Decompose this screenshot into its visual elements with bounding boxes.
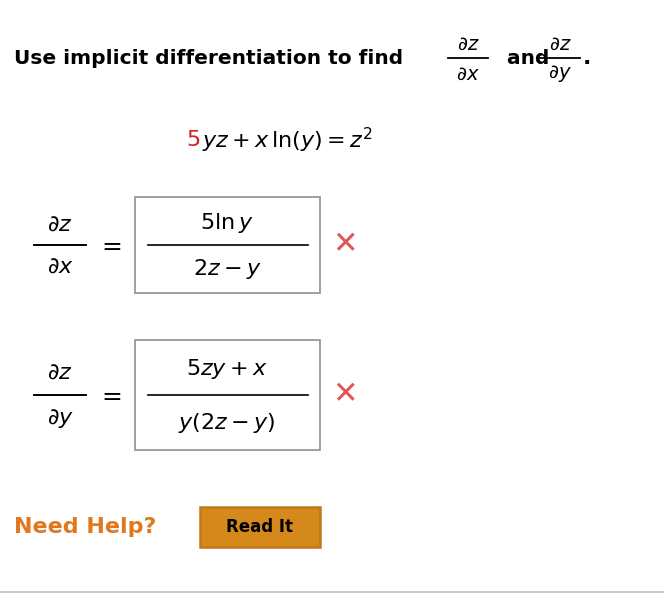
- Text: $\partial z$: $\partial z$: [548, 35, 571, 54]
- Text: $5$: $5$: [186, 130, 200, 150]
- Text: $=$: $=$: [98, 233, 123, 257]
- Text: and: and: [500, 49, 556, 68]
- Text: $5zy + x$: $5zy + x$: [186, 357, 268, 381]
- Text: $=$: $=$: [98, 383, 123, 407]
- Text: $\partial y$: $\partial y$: [548, 63, 572, 85]
- Text: Need Help?: Need Help?: [14, 517, 157, 537]
- Text: $\partial y$: $\partial y$: [46, 407, 74, 431]
- FancyBboxPatch shape: [135, 340, 320, 450]
- Text: $y(2z - y)$: $y(2z - y)$: [178, 411, 276, 435]
- Text: ✕: ✕: [332, 231, 358, 259]
- Text: .: .: [583, 48, 592, 68]
- FancyBboxPatch shape: [200, 507, 320, 547]
- Text: Use implicit differentiation to find: Use implicit differentiation to find: [14, 49, 403, 68]
- Text: $\partial x$: $\partial x$: [456, 65, 480, 84]
- Text: Read It: Read It: [226, 518, 293, 536]
- Text: $5\ln y$: $5\ln y$: [201, 211, 254, 235]
- Text: ✕: ✕: [332, 381, 358, 409]
- Text: $\partial x$: $\partial x$: [46, 257, 74, 277]
- FancyBboxPatch shape: [135, 197, 320, 293]
- Text: $yz + x\,\mathrm{ln}(y) = z^2$: $yz + x\,\mathrm{ln}(y) = z^2$: [202, 126, 373, 154]
- Text: $\partial z$: $\partial z$: [457, 35, 479, 54]
- Text: $\partial z$: $\partial z$: [47, 363, 73, 383]
- Text: $\partial z$: $\partial z$: [47, 215, 73, 235]
- Text: $2z - y$: $2z - y$: [193, 257, 262, 281]
